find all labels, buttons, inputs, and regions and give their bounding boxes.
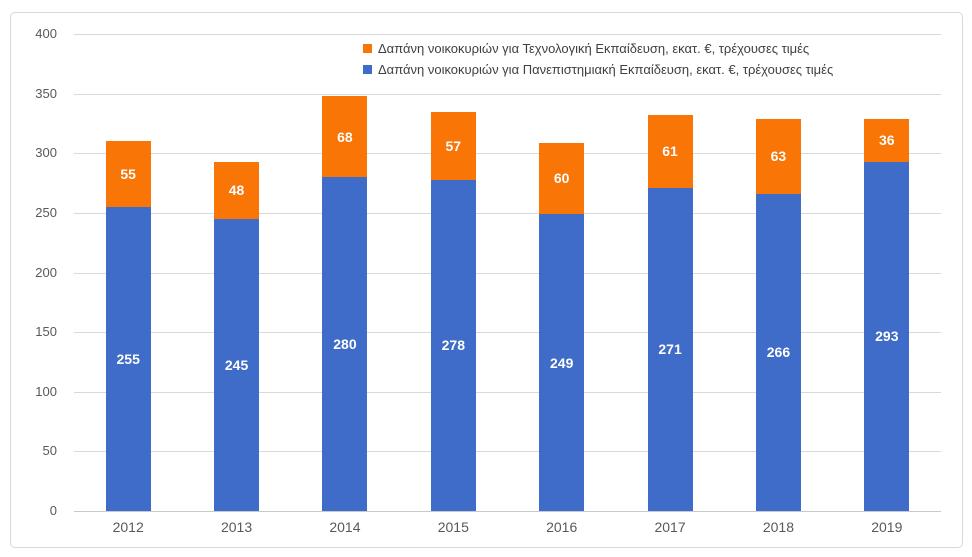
legend-item-university: Δαπάνη νοικοκυριών για Πανεπιστημιακή Εκ… (363, 60, 833, 79)
data-label-university-2018: 266 (766, 344, 791, 361)
data-label-technological-2015: 57 (445, 137, 462, 154)
x-tick-label-2018: 2018 (762, 519, 795, 535)
data-label-university-2019: 293 (875, 328, 899, 345)
data-label-technological-2013: 48 (228, 182, 245, 199)
gridline-400 (74, 34, 941, 35)
data-label-university-2013: 245 (224, 356, 249, 373)
chart-container: Δαπάνη νοικοκυριών για Τεχνολογική Εκπαί… (10, 12, 963, 548)
x-tick-label-2015: 2015 (437, 519, 469, 535)
x-tick-label-2019: 2019 (871, 519, 903, 535)
data-label-technological-2017: 61 (662, 143, 678, 160)
data-label-technological-2016: 60 (553, 170, 570, 187)
chart-legend: Δαπάνη νοικοκυριών για Τεχνολογική Εκπαί… (363, 39, 833, 79)
gridline-150 (74, 332, 941, 333)
y-tick-label-400: 400 (35, 26, 57, 41)
y-tick-label-250: 250 (35, 204, 57, 220)
legend-swatch-technological (363, 44, 372, 53)
data-label-university-2012: 255 (116, 350, 140, 367)
y-tick-label-350: 350 (35, 85, 57, 101)
gridline-50 (74, 451, 941, 452)
bar-segment-university-2017: 271 (647, 187, 693, 511)
bar-segment-university-2014: 280 (322, 177, 368, 511)
bar-segment-university-2012: 255 (105, 206, 151, 511)
bar-segment-university-2019: 293 (864, 161, 910, 511)
gridline-200 (74, 273, 941, 274)
data-label-university-2016: 249 (550, 354, 574, 371)
data-label-technological-2019: 36 (879, 132, 895, 149)
x-tick-label-2017: 2017 (654, 519, 686, 535)
bar-segment-technological-2012: 55 (105, 141, 151, 207)
bar-segment-university-2016: 249 (539, 214, 585, 511)
bar-segment-technological-2014: 68 (322, 96, 368, 178)
bar-segment-technological-2016: 60 (539, 142, 585, 215)
gridline-100 (74, 392, 941, 393)
legend-label-university: Δαπάνη νοικοκυριών για Πανεπιστημιακή Εκ… (378, 62, 834, 77)
data-label-technological-2018: 63 (770, 148, 787, 165)
data-label-university-2017: 271 (658, 341, 682, 358)
y-tick-label-200: 200 (35, 264, 57, 280)
data-label-technological-2014: 68 (337, 128, 353, 145)
bar-segment-technological-2015: 57 (430, 111, 476, 180)
plot-area: 255 55 245 48 280 68 278 57 249 60 271 61 266 63 293 36 (74, 34, 941, 512)
bar-segment-technological-2013: 48 (214, 161, 260, 219)
data-label-university-2014: 280 (333, 336, 357, 353)
gridline-250 (74, 213, 941, 214)
legend-swatch-university (363, 65, 372, 74)
bar-segment-technological-2018: 63 (755, 118, 801, 194)
y-tick-label-0: 0 (49, 503, 57, 518)
bar-segment-university-2013: 245 (214, 218, 260, 511)
y-tick-label-100: 100 (35, 383, 57, 399)
y-tick-label-50: 50 (42, 443, 57, 459)
x-tick-label-2014: 2014 (329, 519, 361, 535)
gridline-300 (74, 153, 941, 154)
x-tick-label-2013: 2013 (220, 519, 253, 535)
data-label-technological-2012: 55 (120, 166, 136, 183)
legend-label-technological: Δαπάνη νοικοκυριών για Τεχνολογική Εκπαί… (378, 41, 810, 56)
bar-segment-technological-2017: 61 (647, 115, 693, 188)
bar-segment-technological-2019: 36 (864, 118, 910, 162)
x-tick-label-2012: 2012 (112, 519, 144, 535)
bar-segment-university-2015: 278 (430, 179, 476, 511)
y-tick-label-150: 150 (35, 324, 57, 340)
data-label-university-2015: 278 (441, 337, 465, 354)
bar-segment-university-2018: 266 (755, 193, 801, 511)
legend-item-technological: Δαπάνη νοικοκυριών για Τεχνολογική Εκπαί… (363, 39, 833, 58)
x-tick-label-2016: 2016 (546, 519, 578, 535)
gridline-350 (74, 94, 941, 95)
y-tick-label-300: 300 (35, 145, 57, 161)
